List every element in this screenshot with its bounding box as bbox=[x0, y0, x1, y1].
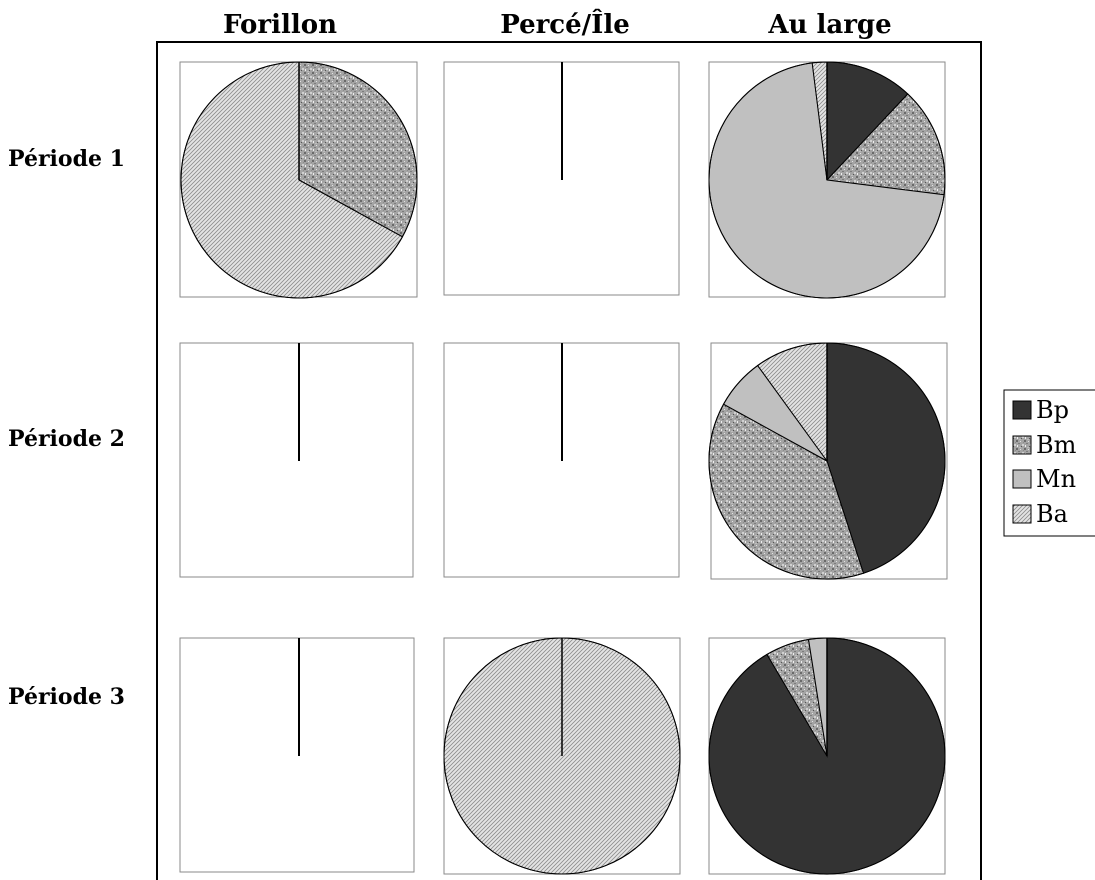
plot-frame bbox=[156, 41, 982, 880]
legend-swatch-ba bbox=[1012, 504, 1032, 524]
legend-label-ba: Ba bbox=[1036, 500, 1068, 528]
legend-swatch-bm bbox=[1012, 435, 1032, 455]
legend-swatch-bp bbox=[1012, 400, 1032, 420]
legend-label-bm: Bm bbox=[1036, 431, 1077, 459]
row-label-periode-2: Période 2 bbox=[8, 426, 125, 452]
column-label-forillon: Forillon bbox=[223, 10, 337, 40]
panel-frame-p2-forillon bbox=[179, 342, 414, 578]
panel-frame-p3-forillon bbox=[179, 637, 415, 873]
legend-label-mn: Mn bbox=[1036, 465, 1076, 493]
row-label-periode-1: Période 1 bbox=[8, 146, 125, 172]
legend: Bp Bm Mn Ba bbox=[1003, 389, 1095, 537]
legend-label-bp: Bp bbox=[1036, 396, 1069, 424]
legend-swatch-mn bbox=[1012, 469, 1032, 489]
row-label-periode-3: Période 3 bbox=[8, 684, 125, 710]
column-label-au-large: Au large bbox=[767, 10, 891, 40]
pie-panels bbox=[180, 61, 946, 875]
column-label-perce-ile: Percé/Île bbox=[500, 8, 630, 40]
